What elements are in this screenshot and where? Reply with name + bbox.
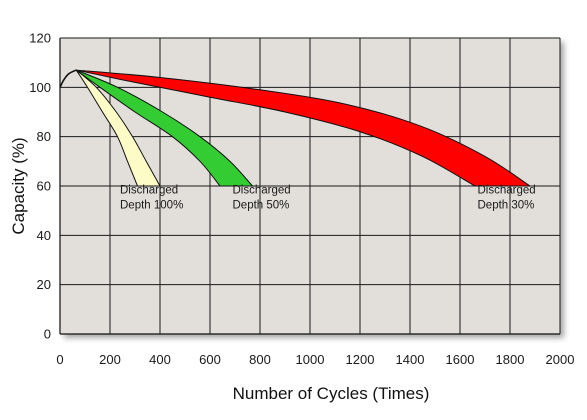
axes bbox=[59, 38, 560, 335]
x-tick-label: 600 bbox=[199, 352, 221, 367]
bands bbox=[59, 69, 531, 187]
x-tick-labels: 0 200 400 600 800 1000 1200 1400 1600 1800 2000 bbox=[56, 352, 574, 367]
y-tick-label: 40 bbox=[37, 228, 51, 243]
x-tick-label: 200 bbox=[99, 352, 121, 367]
x-tick-label: 400 bbox=[149, 352, 171, 367]
y-tick-label: 0 bbox=[44, 327, 51, 342]
x-tick-label: 0 bbox=[56, 352, 63, 367]
x-tick-label: 1600 bbox=[446, 352, 475, 367]
band-label: Discharged Depth 50% bbox=[233, 184, 291, 211]
y-tick-label: 20 bbox=[37, 277, 51, 292]
x-tick-label: 1400 bbox=[396, 352, 425, 367]
x-tick-label: 1200 bbox=[346, 352, 375, 367]
y-tick-label: 100 bbox=[29, 80, 51, 95]
band-discharged-depth-100- bbox=[75, 69, 161, 187]
y-tick-label: 60 bbox=[37, 179, 51, 194]
x-tick-label: 2000 bbox=[546, 352, 575, 367]
initial-rise-line bbox=[59, 69, 77, 88]
x-tick-label: 800 bbox=[249, 352, 271, 367]
band-label: Discharged Depth 30% bbox=[478, 184, 536, 211]
band-discharged-depth-50- bbox=[75, 69, 253, 187]
y-tick-label: 80 bbox=[37, 129, 51, 144]
x-tick-label: 1000 bbox=[296, 352, 325, 367]
band-labels: Discharged Depth 100% Discharged Depth 50% D… bbox=[120, 184, 536, 211]
band-label: Discharged Depth 100% bbox=[120, 184, 183, 211]
x-axis-title: Number of Cycles (Times) bbox=[233, 384, 430, 403]
y-axis-title: Capacity (%) bbox=[9, 137, 28, 234]
x-tick-label: 1800 bbox=[496, 352, 525, 367]
y-tick-labels: 0 20 40 60 80 100 120 bbox=[29, 31, 51, 342]
y-tick-label: 120 bbox=[29, 31, 51, 46]
band-discharged-depth-30- bbox=[75, 69, 531, 187]
